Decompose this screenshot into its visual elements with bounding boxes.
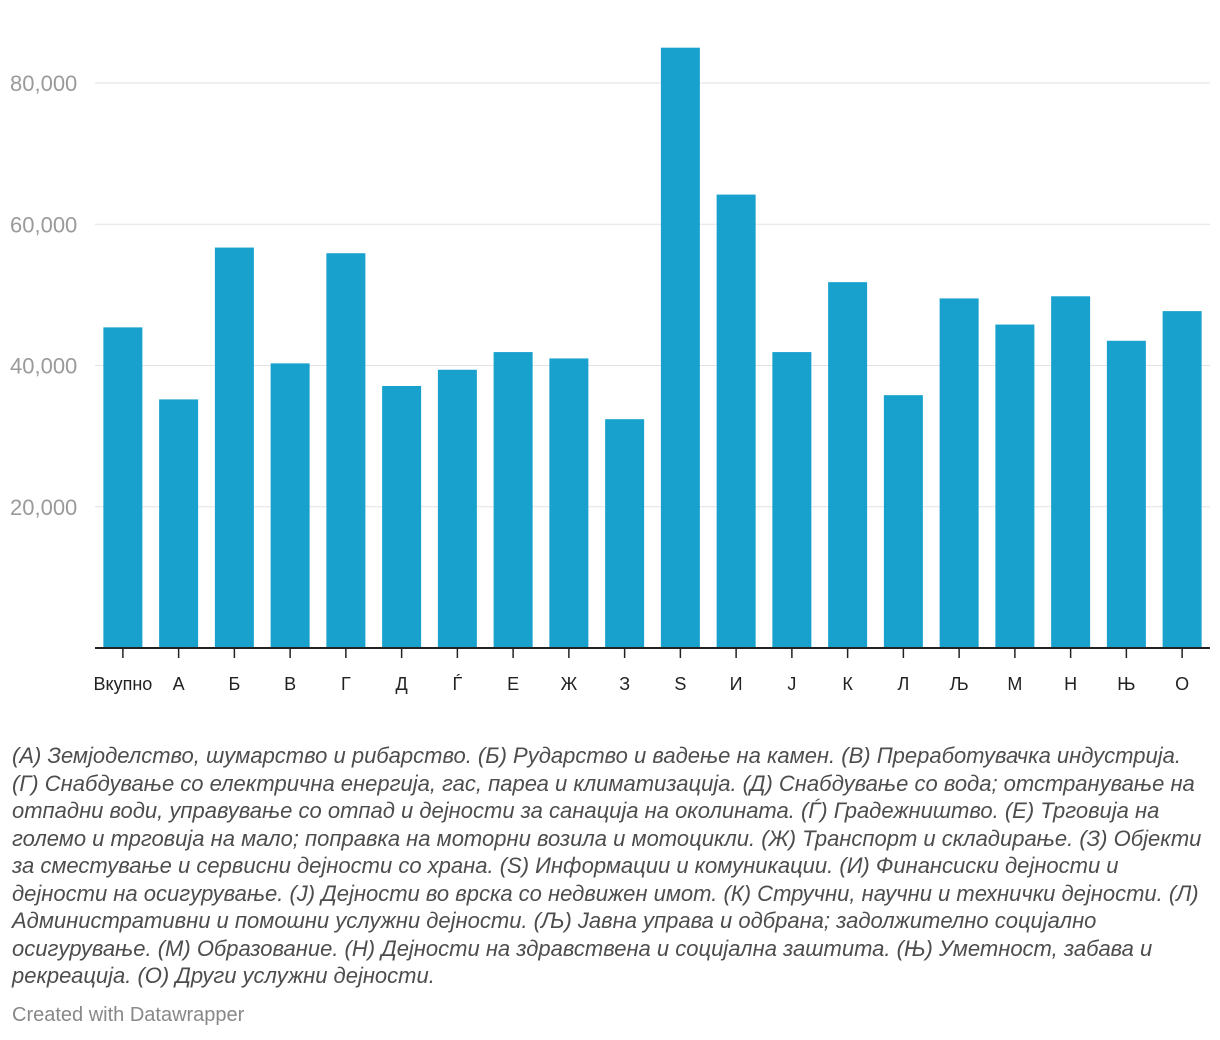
x-tick-label: Л (897, 674, 909, 694)
gridlines (95, 82, 1210, 508)
bar-7 (493, 352, 533, 648)
y-tick-label: 60,000 (10, 212, 77, 237)
x-tick-label: М (1007, 674, 1022, 694)
x-tick-label: Њ (1117, 674, 1135, 694)
bar-chart: 20,000 40,000 60,000 80,000 Вкупно А Б В Г Д Ѓ Е Ж З… (10, 47, 1210, 694)
x-tick-label: Д (396, 674, 408, 694)
x-tick-label: Вкупно (93, 674, 152, 694)
bar-12 (772, 352, 812, 648)
y-tick-label: 20,000 (10, 495, 77, 520)
sector-legend-notes: (А) Земјоделство, шумарство и рибарство.… (12, 743, 1202, 988)
x-tick-label: О (1175, 674, 1189, 694)
x-tick-label: З (619, 674, 630, 694)
y-tick-label: 40,000 (10, 354, 77, 379)
x-tick-label: Н (1064, 674, 1077, 694)
bar-9 (605, 419, 645, 648)
x-tick-label: И (730, 674, 743, 694)
bar-15 (939, 298, 979, 648)
bar-6 (437, 369, 477, 648)
x-tick-label: Ј (787, 674, 796, 694)
y-tick-label: 80,000 (10, 71, 77, 96)
x-tick-label: Ѕ (674, 674, 686, 694)
bar-4 (326, 253, 366, 649)
bar-19 (1162, 311, 1202, 648)
bar-10 (660, 47, 700, 648)
bar-3 (270, 363, 310, 648)
x-tick-label: Ѓ (453, 674, 463, 694)
x-tick-label: Б (228, 674, 240, 694)
x-tick-label: В (284, 674, 296, 694)
bar-5 (382, 385, 422, 648)
x-tick-label: Г (341, 674, 351, 694)
bar-13 (828, 282, 868, 648)
bars (103, 47, 1202, 649)
bar-0 (103, 327, 143, 648)
bar-2 (214, 247, 254, 648)
bar-17 (1051, 296, 1091, 648)
bar-14 (883, 395, 923, 648)
x-tick-label: К (842, 674, 853, 694)
y-axis-labels: 20,000 40,000 60,000 80,000 (10, 71, 77, 520)
x-tick-label: А (173, 674, 185, 694)
bar-11 (716, 194, 756, 648)
x-tick-label: Ж (561, 674, 578, 694)
x-tick-label: Љ (950, 674, 969, 694)
x-tick-label: Е (507, 674, 519, 694)
bar-8 (549, 358, 589, 648)
bar-16 (995, 324, 1035, 648)
x-axis-labels: Вкупно А Б В Г Д Ѓ Е Ж З Ѕ И Ј К Л Љ М Н Њ О (93, 647, 1210, 694)
bar-18 (1106, 340, 1146, 648)
bar-1 (159, 399, 199, 648)
datawrapper-credit: Created with Datawrapper (12, 1004, 245, 1026)
